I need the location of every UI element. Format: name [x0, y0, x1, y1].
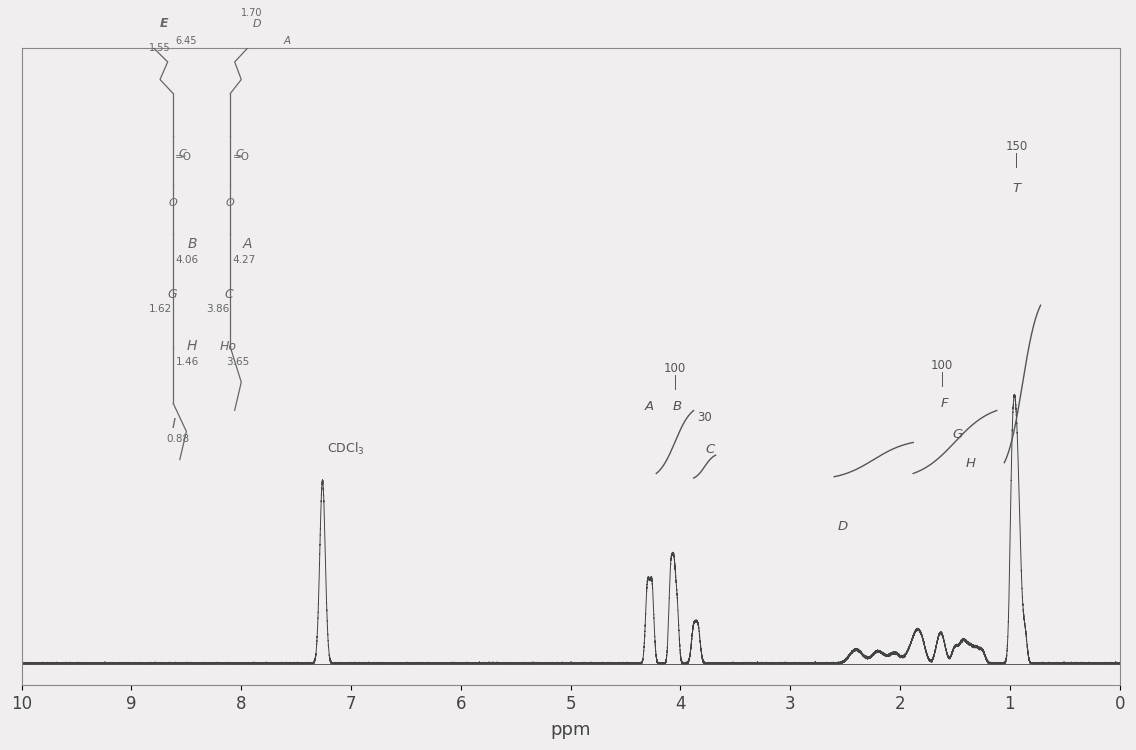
Text: 1.46: 1.46	[175, 356, 199, 367]
Text: G: G	[168, 288, 177, 301]
Text: H: H	[187, 340, 198, 353]
Text: 100: 100	[930, 358, 953, 371]
Text: H: H	[966, 457, 976, 470]
Text: 1.62: 1.62	[149, 304, 173, 313]
Text: D: D	[252, 19, 261, 28]
Text: C: C	[705, 442, 715, 455]
Text: =O: =O	[233, 152, 250, 163]
Text: 3.65: 3.65	[226, 356, 249, 367]
Text: 3.86: 3.86	[206, 304, 229, 313]
X-axis label: ppm: ppm	[551, 721, 591, 739]
Text: 0.88: 0.88	[167, 434, 190, 444]
Text: 30: 30	[698, 412, 712, 424]
Text: 100: 100	[663, 362, 686, 375]
Text: B: B	[187, 238, 198, 251]
Text: O: O	[169, 198, 177, 208]
Text: B: B	[673, 400, 682, 413]
Text: G: G	[952, 428, 962, 442]
Text: 150: 150	[1005, 140, 1028, 154]
Text: O: O	[226, 198, 235, 208]
Text: 4.06: 4.06	[175, 254, 199, 265]
Text: 1.70: 1.70	[241, 8, 262, 18]
Text: D: D	[838, 520, 849, 533]
Text: C: C	[235, 149, 243, 159]
Text: I: I	[172, 417, 175, 431]
Text: F: F	[941, 397, 947, 410]
Text: T: T	[1012, 182, 1020, 195]
Text: A: A	[645, 400, 654, 413]
Text: A: A	[243, 238, 252, 251]
Text: Ho: Ho	[220, 340, 237, 353]
Text: CDCl$_3$: CDCl$_3$	[327, 440, 365, 457]
Text: =O: =O	[175, 152, 192, 163]
Text: 4.27: 4.27	[233, 254, 256, 265]
Text: A: A	[284, 36, 291, 46]
Text: 6.45: 6.45	[176, 36, 198, 46]
Text: C: C	[225, 288, 234, 301]
Text: 1.55: 1.55	[149, 44, 170, 53]
Text: C: C	[178, 149, 186, 159]
Text: E: E	[160, 16, 168, 30]
